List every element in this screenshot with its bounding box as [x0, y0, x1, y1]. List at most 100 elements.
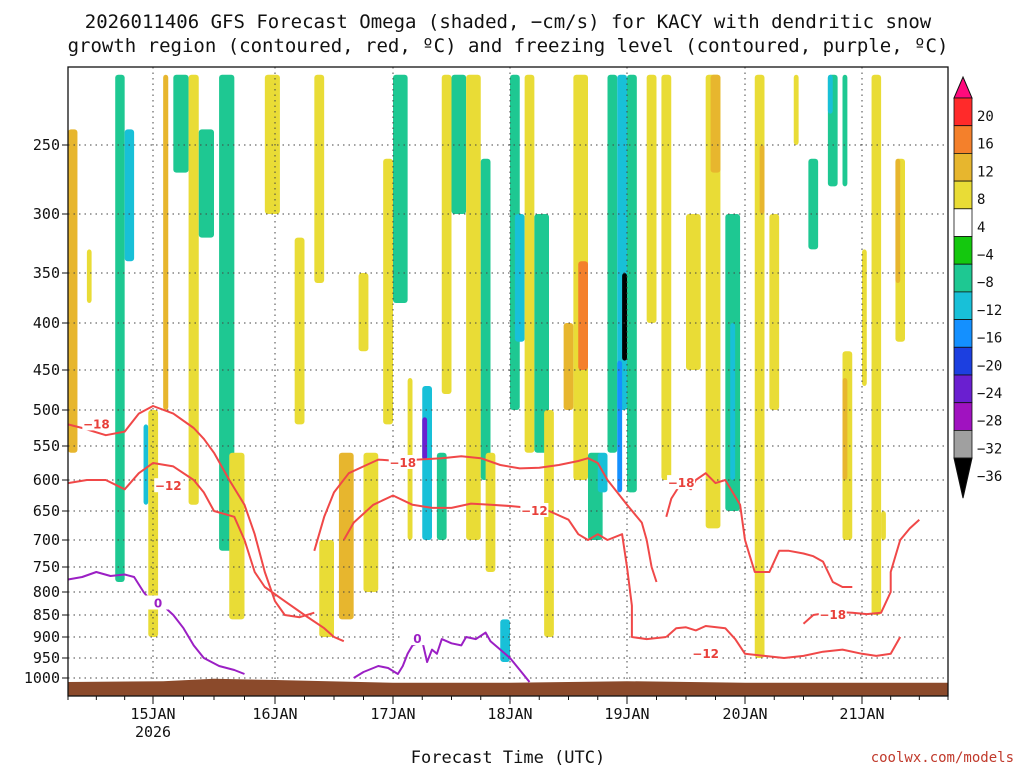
omega-cell — [646, 74, 657, 323]
y-axis: 250 300 350 400 450 500 550 600 650 700 750 800 850 9… — [24, 136, 68, 687]
dgz-contour-label: −12 — [692, 647, 719, 661]
plot-frame — [67, 66, 949, 697]
x-tick-label: 17JAN — [370, 705, 415, 723]
freezing-contour-label-bg — [403, 631, 432, 646]
omega-shading — [68, 74, 905, 662]
omega-cell — [188, 74, 199, 505]
chart-title-line2: growth region (contoured, red, ºC) and f… — [68, 35, 949, 57]
dgz-contour-label-bg — [818, 607, 847, 621]
omega-cell — [436, 452, 447, 540]
dgz-contour-label: −12 — [155, 479, 182, 493]
omega-cell — [871, 74, 882, 616]
omega-cell — [480, 158, 491, 481]
credit-text: coolwx.com/models — [871, 750, 1014, 766]
omega-cell — [754, 74, 765, 659]
omega-cell — [422, 417, 428, 460]
omega-cell — [441, 74, 452, 395]
omega-cell — [68, 129, 78, 453]
y-tick-label: 700 — [33, 531, 60, 549]
y-tick-label: 450 — [33, 361, 60, 379]
colorbar-band — [953, 402, 973, 431]
omega-cell — [534, 214, 549, 453]
colorbar-tick-label: 20 — [977, 109, 994, 125]
freezing-contour-label-bg — [144, 595, 173, 610]
dgz-contour-label-bg — [520, 503, 549, 517]
omega-cell — [862, 249, 867, 386]
x-tick-label: 18JAN — [487, 705, 532, 723]
omega-cell — [363, 452, 379, 592]
colorbar-tick-label: −20 — [977, 358, 1002, 374]
colorbar-band — [953, 263, 973, 293]
omega-cell — [115, 74, 125, 583]
y-tick-label: 250 — [33, 136, 60, 154]
dgz-contour — [67, 462, 345, 643]
colorbar-band — [953, 291, 973, 320]
ground — [68, 678, 948, 696]
colorbar-tick-label: −32 — [977, 441, 1002, 457]
omega-cell — [264, 74, 280, 214]
y-tick-label: 550 — [33, 437, 60, 455]
x-tick-label: 20JAN — [722, 705, 767, 723]
colorbar-tick-label: 8 — [977, 192, 985, 208]
omega-cell — [383, 158, 393, 425]
colorbar-band — [953, 180, 973, 210]
y-tick-label: 950 — [33, 649, 60, 667]
dgz-contour-label: −18 — [668, 476, 695, 490]
omega-cell — [524, 74, 535, 453]
omega-cell — [842, 74, 848, 187]
y-tick-label: 900 — [33, 628, 60, 646]
colorbar-band — [953, 152, 973, 182]
omega-cell — [229, 452, 245, 620]
omega-cell — [686, 214, 701, 370]
y-tick-label: 500 — [33, 401, 60, 419]
dgz-contour-label: −18 — [389, 456, 416, 470]
y-tick-label: 800 — [33, 583, 60, 601]
colorbar-band — [953, 97, 973, 127]
dgz-contour-label-bg — [154, 478, 183, 493]
omega-cell — [895, 158, 901, 283]
omega-cell — [827, 74, 833, 114]
ground-shading — [68, 678, 948, 696]
omega-cell — [627, 74, 637, 493]
x-tick-year-label: 2026 — [135, 723, 171, 741]
omega-cell — [294, 237, 305, 425]
colorbar-band — [953, 374, 973, 404]
omega-cell — [793, 74, 799, 145]
freezing-level-contours: 00 — [67, 571, 531, 683]
y-tick-label: 750 — [33, 558, 60, 576]
grid — [68, 67, 948, 696]
dendritic-growth-contours: −18 −18 −12 −12 −12 −18 −18 — [67, 405, 920, 661]
colorbar-band — [953, 429, 973, 459]
freezing-contour — [353, 631, 531, 683]
omega-cell — [358, 273, 369, 352]
dgz-contour — [313, 455, 658, 583]
freezing-contour-label: 0 — [154, 597, 162, 611]
dgz-contour-label-bg — [667, 475, 696, 490]
colorbar-tick-label: −24 — [977, 386, 1002, 402]
omega-cell — [198, 129, 214, 238]
dgz-contour-label-bg — [388, 455, 417, 469]
dgz-contour-label: −18 — [83, 417, 110, 431]
y-tick-label: 600 — [33, 471, 60, 489]
colorbar-band — [953, 346, 973, 376]
y-tick-label: 650 — [33, 502, 60, 520]
omega-cell — [622, 273, 627, 361]
chart-title-line1: 2026011406 GFS Forecast Omega (shaded, −… — [85, 11, 932, 33]
colorbar-tick-label: −16 — [977, 331, 1002, 347]
dgz-contour-label: −18 — [819, 608, 846, 622]
x-axis-title: Forecast Time (UTC) — [411, 748, 605, 768]
colorbar-bottom-arrow — [953, 457, 973, 499]
omega-cell — [163, 74, 169, 411]
colorbar-tick-label: 16 — [977, 137, 994, 153]
plot-background — [68, 67, 948, 696]
omega-cell — [544, 410, 554, 637]
x-tick-label: 21JAN — [839, 705, 884, 723]
omega-cell — [769, 214, 780, 410]
colorbar: 20 16 12 8 4 −4 −8 −12 −16 −20 −24 −28 −32 −36 — [953, 75, 1002, 499]
omega-cell — [617, 360, 623, 493]
colorbar-tick-label: 4 — [977, 220, 985, 236]
omega-cell — [759, 145, 765, 214]
dgz-contour-label-bg — [82, 416, 111, 431]
omega-cell — [563, 323, 574, 410]
